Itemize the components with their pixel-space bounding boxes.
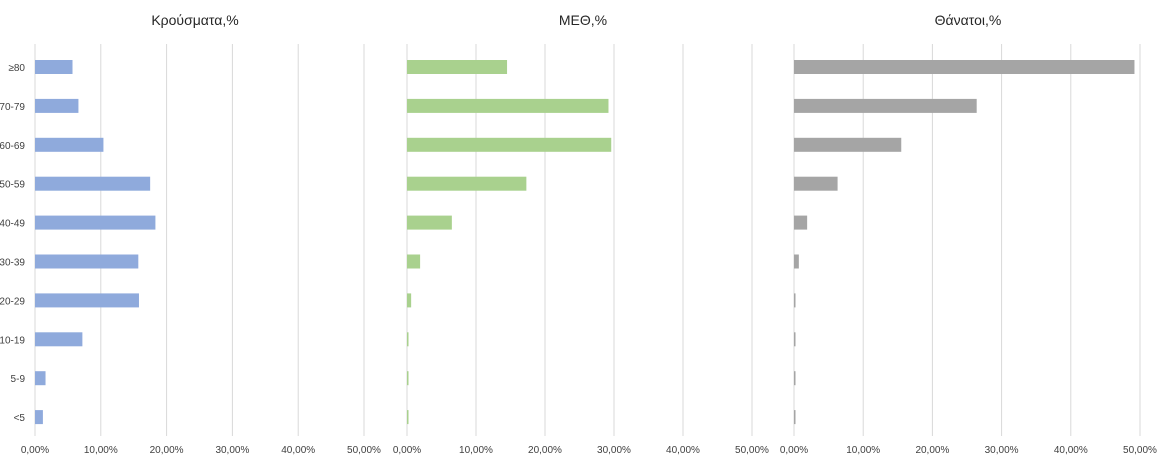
bar: [35, 371, 46, 386]
bar: [794, 60, 1135, 74]
bar: [35, 98, 79, 113]
bar: [35, 332, 83, 347]
x-tick-label: 50,00%: [347, 445, 381, 456]
category-label: ≥80: [8, 63, 25, 74]
bar: [407, 371, 409, 386]
category-label: 10-19: [0, 335, 25, 346]
bar: [794, 371, 796, 386]
x-tick-label: 10,00%: [459, 445, 493, 456]
category-label: 20-29: [0, 296, 25, 307]
x-tick-label: 30,00%: [215, 445, 249, 456]
x-tick-label: 40,00%: [281, 445, 315, 456]
bar: [35, 137, 104, 152]
bar: [35, 215, 156, 230]
x-tick-label: 30,00%: [985, 445, 1019, 456]
x-tick-label: 10,00%: [846, 445, 880, 456]
bar: [35, 293, 139, 308]
category-label: 5-9: [11, 374, 26, 385]
bar: [35, 410, 43, 425]
bar: [794, 137, 902, 152]
category-label: 60-69: [0, 141, 25, 152]
bar: [35, 254, 139, 269]
category-label: <5: [14, 413, 26, 424]
bar: [407, 293, 412, 308]
x-tick-label: 20,00%: [528, 445, 562, 456]
bar: [407, 332, 409, 347]
bar: [794, 215, 808, 230]
bar: [407, 410, 409, 425]
category-label: 50-59: [0, 180, 25, 191]
bar: [794, 176, 838, 191]
x-tick-label: 50,00%: [735, 445, 769, 456]
category-label: 30-39: [0, 258, 25, 269]
x-tick-label: 20,00%: [150, 445, 184, 456]
bar: [407, 176, 527, 191]
x-tick-label: 10,00%: [84, 445, 118, 456]
x-tick-label: 50,00%: [1123, 445, 1157, 456]
bar: [794, 98, 977, 113]
bar: [794, 332, 796, 347]
category-label: 70-79: [0, 102, 25, 113]
bar: [794, 254, 799, 269]
bar: [407, 137, 612, 152]
chart-title: ΜΕΘ,%: [559, 12, 607, 28]
x-tick-label: 40,00%: [666, 445, 700, 456]
x-tick-label: 0,00%: [780, 445, 808, 456]
x-tick-label: 30,00%: [597, 445, 631, 456]
chart-title: Κρούσματα,%: [151, 12, 238, 28]
bar: [35, 60, 73, 74]
category-label: 40-49: [0, 219, 25, 230]
bar: [794, 293, 796, 308]
bar: [794, 410, 796, 425]
bar: [407, 60, 508, 74]
x-tick-label: 40,00%: [1054, 445, 1088, 456]
chart-title: Θάνατοι,%: [935, 12, 1002, 28]
x-tick-label: 20,00%: [915, 445, 949, 456]
x-tick-label: 0,00%: [21, 445, 49, 456]
bar: [407, 254, 421, 269]
bar: [407, 98, 609, 113]
bar: [35, 176, 151, 191]
bar: [407, 215, 452, 230]
x-tick-label: 0,00%: [393, 445, 421, 456]
